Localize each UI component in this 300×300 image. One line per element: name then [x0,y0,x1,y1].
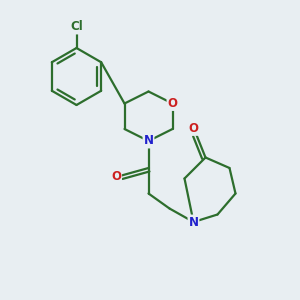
Text: O: O [167,97,178,110]
Text: N: N [188,215,199,229]
Text: Cl: Cl [70,20,83,34]
Text: N: N [143,134,154,148]
Text: O: O [111,170,121,184]
Text: O: O [188,122,199,135]
